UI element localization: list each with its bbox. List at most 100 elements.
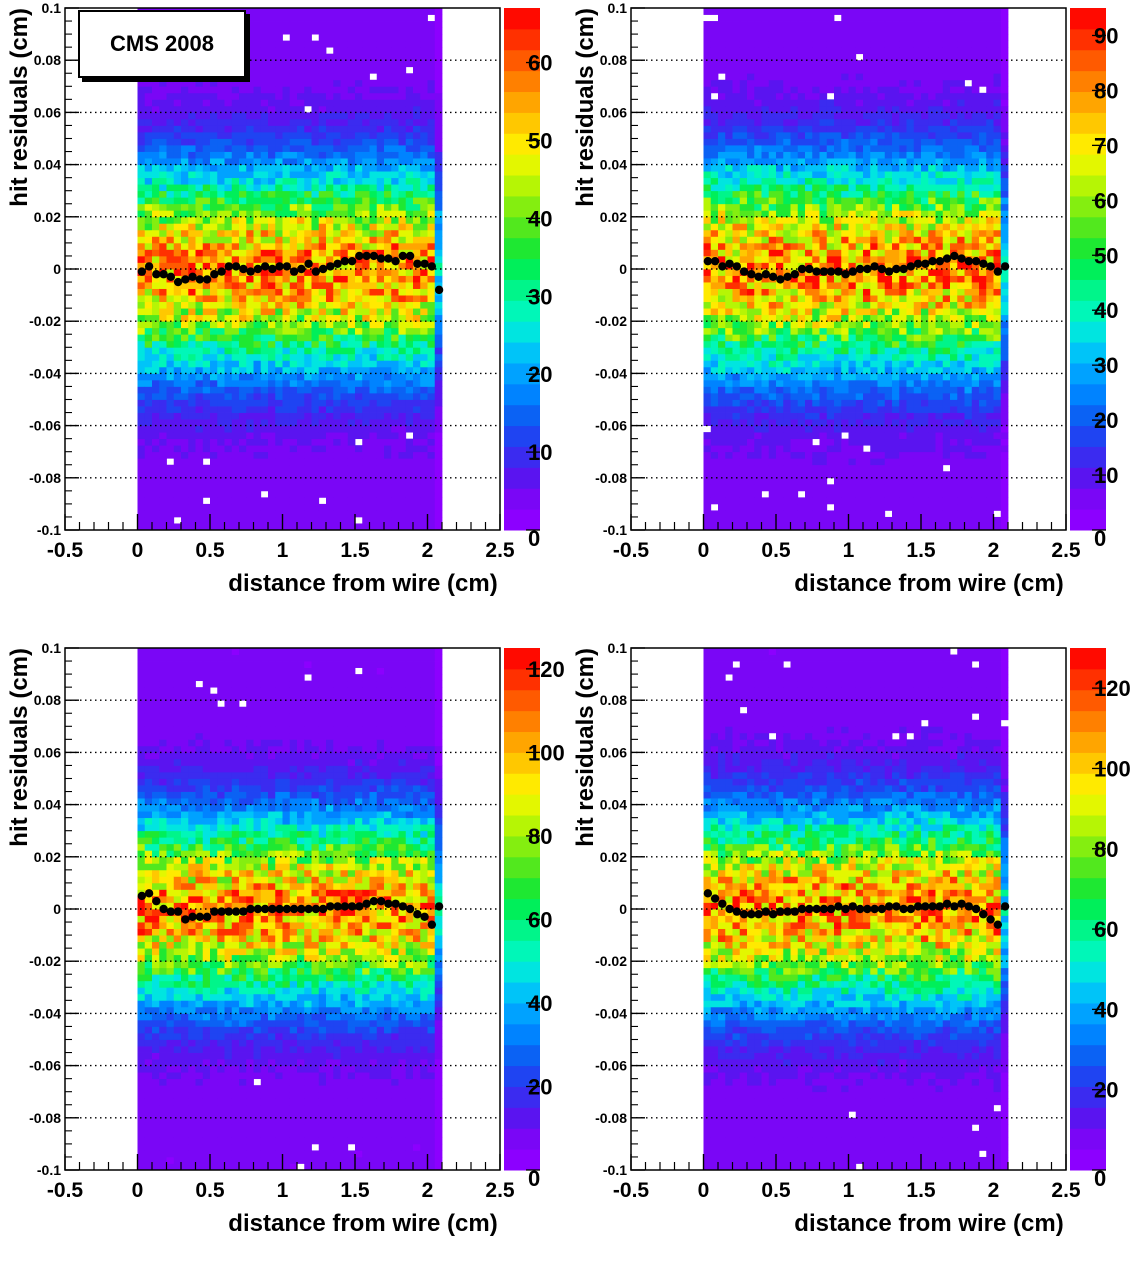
heatmap-cell: [202, 145, 211, 152]
heatmap-cell: [819, 203, 828, 211]
heatmap-cell: [137, 249, 146, 257]
heatmap-cell: [413, 399, 421, 407]
heatmap-cell: [413, 177, 421, 185]
heatmap-cell: [311, 490, 320, 498]
heatmap-cell: [732, 47, 741, 55]
heatmap-cell: [413, 125, 421, 133]
heatmap-cell: [231, 105, 240, 113]
heatmap-cell: [427, 138, 436, 146]
heatmap-cell: [420, 86, 428, 94]
heatmap-cell: [318, 432, 327, 440]
heatmap-cell: [739, 386, 748, 394]
heatmap-cell: [311, 353, 320, 361]
heatmap-cell: [210, 229, 218, 237]
heatmap-cell: [776, 327, 784, 335]
heatmap-cell: [812, 497, 820, 505]
heatmap-cell: [362, 105, 370, 113]
heatmap-cell: [369, 190, 378, 198]
heatmap-cell: [268, 255, 276, 263]
heatmap-cell: [340, 366, 349, 374]
heatmap-cell: [173, 210, 182, 218]
heatmap-cell: [783, 216, 791, 224]
heatmap-cell: [797, 412, 806, 420]
heatmap-cell: [355, 47, 363, 55]
heatmap-cell: [812, 419, 820, 426]
heatmap-cell: [790, 503, 799, 511]
heatmap-cell: [797, 523, 806, 531]
heatmap-cell: [181, 425, 189, 433]
heatmap-cell: [253, 392, 262, 400]
heatmap-cell: [805, 105, 813, 113]
heatmap-cell: [173, 177, 182, 185]
heatmap-cell: [144, 216, 153, 224]
heatmap-cell: [333, 8, 341, 15]
heatmap-cell: [747, 262, 755, 270]
heatmap-cell: [718, 8, 726, 15]
heatmap-cell: [297, 464, 305, 472]
heatmap-cell: [224, 497, 233, 505]
heatmap-cell: [369, 223, 378, 231]
heatmap-cell: [362, 432, 370, 440]
heatmap-cell: [333, 60, 341, 68]
heatmap-cell: [739, 503, 748, 511]
heatmap-cell: [376, 392, 385, 400]
heatmap-cell: [376, 425, 385, 433]
heatmap-cell: [768, 236, 777, 244]
heatmap-cell: [710, 66, 719, 74]
heatmap-cell: [318, 392, 327, 400]
heatmap-cell: [732, 484, 741, 492]
heatmap-cell: [195, 86, 204, 94]
x-tick-label: -0.5: [47, 539, 84, 562]
heatmap-cell: [747, 216, 755, 224]
heatmap-cell: [805, 497, 813, 505]
heatmap-cell: [333, 73, 341, 81]
heatmap-cell: [826, 203, 835, 211]
heatmap-cell: [761, 216, 770, 224]
heatmap-cell: [761, 288, 770, 296]
heatmap-cell: [812, 451, 820, 459]
heatmap-cell: [826, 392, 835, 400]
heatmap-cell: [202, 327, 211, 335]
heatmap-cell: [268, 327, 276, 335]
heatmap-cell: [812, 171, 820, 179]
heatmap-cell: [210, 216, 218, 224]
heatmap-cell: [195, 99, 204, 107]
heatmap-cell: [173, 242, 182, 250]
heatmap-cell: [790, 177, 799, 185]
heatmap-cell: [391, 451, 399, 459]
heatmap-cell: [725, 458, 733, 466]
heatmap-cell: [732, 158, 741, 165]
heatmap-cell: [710, 203, 719, 211]
heatmap-cell: [239, 308, 247, 316]
heatmap-cell: [224, 236, 233, 244]
heatmap-cell: [369, 484, 378, 492]
heatmap-cell: [362, 99, 370, 107]
heatmap-cell: [732, 184, 741, 192]
heatmap-cell: [718, 412, 726, 420]
heatmap-cell: [384, 190, 392, 198]
heatmap-cell: [434, 451, 443, 459]
heatmap-cell: [355, 497, 363, 505]
heatmap-cell: [195, 510, 204, 518]
heatmap-cell: [369, 386, 378, 394]
heatmap-cell: [210, 334, 218, 342]
heatmap-cell: [413, 392, 421, 400]
heatmap-cell: [768, 184, 777, 192]
heatmap-cell: [166, 118, 175, 126]
heatmap-cell: [246, 379, 254, 387]
heatmap-cell: [318, 79, 327, 87]
heatmap-cell: [311, 392, 320, 400]
heatmap-cell: [783, 379, 791, 387]
heatmap-cell: [224, 432, 233, 440]
heatmap-cell: [311, 223, 320, 231]
heatmap-cell: [384, 210, 392, 218]
heatmap-cell: [718, 425, 726, 433]
heatmap-cell: [805, 503, 813, 511]
heatmap-cell: [333, 392, 341, 400]
heatmap-cell: [776, 131, 784, 139]
heatmap-cell: [420, 138, 428, 146]
heatmap-cell: [391, 406, 399, 413]
heatmap-cell: [311, 366, 320, 374]
heatmap-cell: [246, 105, 254, 113]
heatmap-cell: [188, 464, 196, 472]
